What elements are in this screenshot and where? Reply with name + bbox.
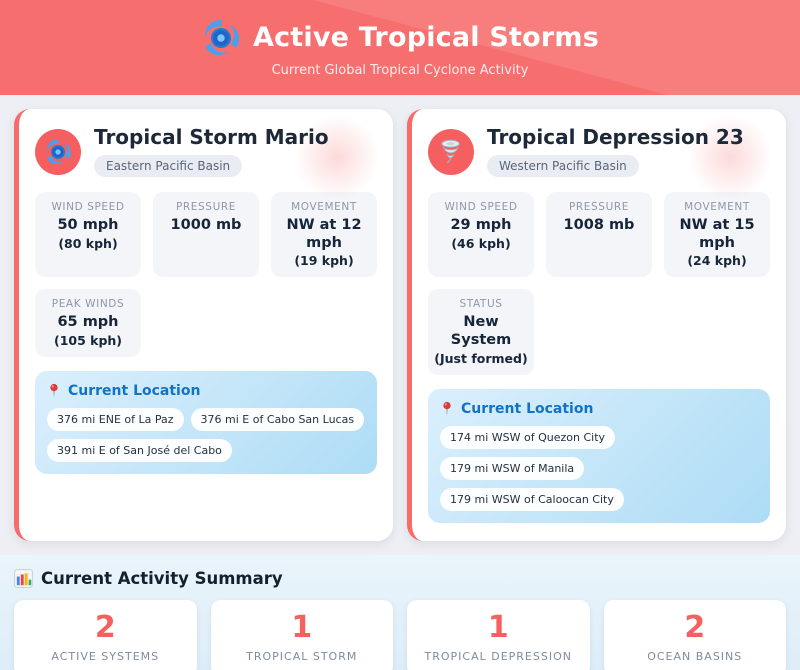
stat-value: New System [450,314,512,349]
stat-tile-wind-speed: WIND SPEED 50 mph (80 kph) [35,192,141,278]
location-title: Current Location [68,383,201,400]
location-chips: 376 mi ENE of La Paz 376 mi E of Cabo Sa… [47,408,365,463]
stat-tile-pressure: PRESSURE 1000 mb [153,192,259,278]
stat-value: NW at 12 mph [286,217,362,251]
stat-value: 29 mph [450,217,512,233]
stat-tile-status: STATUS New System (Just formed) [428,289,534,375]
summary-grid: 2 ACTIVE SYSTEMS 1 TROPICAL STORM 1 TROP… [14,599,786,670]
location-chip: 376 mi E of Cabo San Lucas [190,408,365,432]
pin-icon [50,383,58,398]
page-subtitle: Current Global Tropical Cyclone Activity [271,62,529,78]
summary-card-ocean-basins: 2 OCEAN BASINS [603,599,786,670]
stat-subvalue: (46 kph) [451,235,511,251]
summary-value: 1 [487,609,509,645]
stat-subvalue: (19 kph) [294,253,354,269]
storm-name: Tropical Depression 23 [487,125,744,149]
stat-tile-pressure: PRESSURE 1008 mb [546,192,652,278]
summary-card-active-systems: 2 ACTIVE SYSTEMS [14,599,197,670]
storm-stats: WIND SPEED 29 mph (46 kph) PRESSURE 1008… [428,192,770,375]
summary-label: TROPICAL DEPRESSION [424,649,572,663]
storm-stats: WIND SPEED 50 mph (80 kph) PRESSURE 1000… [35,192,377,358]
stat-label: WIND SPEED [444,201,518,213]
stat-value: 65 mph [57,314,119,331]
storm-name: Tropical Storm Mario [94,125,329,149]
basin-badge: Eastern Pacific Basin [94,155,243,177]
summary-value: 1 [291,609,313,645]
stat-label: PRESSURE [568,201,629,213]
activity-summary-section: Current Activity Summary 2 ACTIVE SYSTEM… [0,554,800,670]
stat-subvalue: (105 kph) [53,333,123,349]
tornado-icon [441,139,460,163]
storm-card-depression-23: Tropical Depression 23 Western Pacific B… [407,109,786,541]
stat-tile-peak-winds: PEAK WINDS 65 mph (105 kph) [35,289,141,358]
cyclone-icon [201,18,241,58]
location-chip: 391 mi E of San José del Cabo [47,439,232,463]
app-header: Active Tropical Storms Current Global Tr… [0,0,800,95]
location-chip: 174 mi WSW of Quezon City [440,425,616,449]
stat-subvalue: (Just formed) [434,350,528,366]
stat-label: STATUS [459,298,503,311]
summary-title: Current Activity Summary [41,568,283,588]
stat-subvalue: (24 kph) [687,253,747,269]
stat-tile-movement: MOVEMENT NW at 12 mph (19 kph) [271,192,377,278]
stat-value: 1008 mb [563,217,635,233]
stat-label: MOVEMENT [291,201,357,213]
stat-value: NW at 15 mph [679,217,755,251]
summary-label: OCEAN BASINS [647,649,743,663]
stat-value: 1000 mb [170,217,242,233]
location-box: Current Location 376 mi ENE of La Paz 37… [35,371,377,475]
storm-avatar [35,128,81,175]
stat-label: MOVEMENT [684,201,750,213]
summary-value: 2 [94,609,116,645]
location-box: Current Location 174 mi WSW of Quezon Ci… [428,388,770,523]
cyclone-icon [46,138,71,164]
storm-card-mario: Tropical Storm Mario Eastern Pacific Bas… [14,109,393,541]
location-chip: 179 mi WSW of Caloocan City [440,487,624,511]
bar-chart-icon [14,568,33,588]
stat-label: PEAK WINDS [51,298,125,311]
stat-label: PRESSURE [175,201,236,213]
summary-card-tropical-storm: 1 TROPICAL STORM [210,599,393,670]
storm-avatar [428,128,474,175]
location-chip: 376 mi ENE of La Paz [47,408,184,432]
basin-badge: Western Pacific Basin [487,155,639,177]
stat-label: WIND SPEED [51,201,125,213]
summary-card-tropical-depression: 1 TROPICAL DEPRESSION [407,599,590,670]
stat-tile-wind-speed: WIND SPEED 29 mph (46 kph) [428,192,534,278]
location-chips: 174 mi WSW of Quezon City 179 mi WSW of … [440,425,758,511]
stat-tile-movement: MOVEMENT NW at 15 mph (24 kph) [664,192,770,278]
summary-label: ACTIVE SYSTEMS [51,649,160,663]
pin-icon [443,401,451,416]
summary-label: TROPICAL STORM [246,649,358,663]
storm-cards-section: Tropical Storm Mario Eastern Pacific Bas… [0,95,800,555]
stat-value: 50 mph [57,217,119,233]
stat-subvalue: (80 kph) [58,235,118,251]
location-chip: 179 mi WSW of Manila [440,456,585,480]
summary-value: 2 [684,609,706,645]
page-title: Active Tropical Storms [253,22,599,53]
location-title: Current Location [461,400,594,417]
